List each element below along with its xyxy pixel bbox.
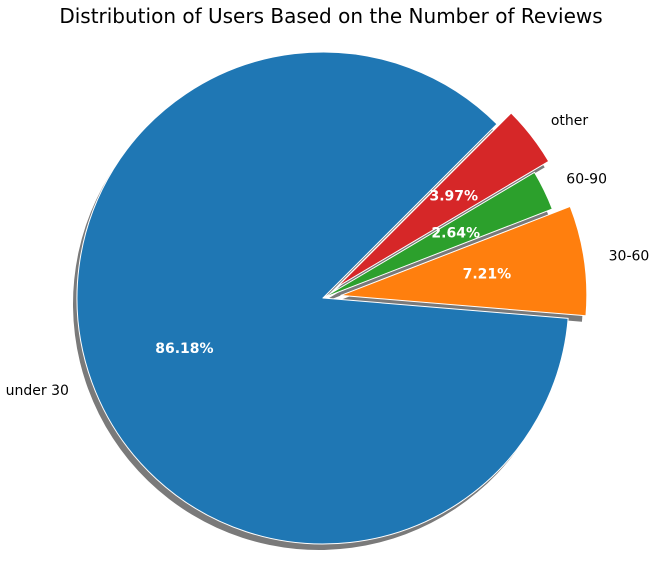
slice-percent-30-60: 7.21% [463, 266, 512, 282]
slice-percent-60-90: 2.64% [431, 225, 480, 241]
pie-labels: under 30 86.18% 30-60 7.21% 60-90 2.64% other 3… [6, 113, 650, 399]
slice-label-30-60: 30-60 [609, 249, 650, 265]
chart-title: Distribution of Users Based on the Numbe… [59, 4, 602, 28]
slice-label-other: other [551, 113, 589, 129]
slice-percent-other: 3.97% [429, 188, 478, 204]
slice-label-under-30: under 30 [6, 383, 69, 399]
slice-percent-under-30: 86.18% [155, 341, 213, 357]
pie-slice-other [336, 112, 550, 288]
pie-slice-60-90 [322, 171, 553, 299]
pie-slices [76, 51, 588, 545]
slice-label-60-90: 60-90 [566, 172, 607, 188]
pie-slice-30-60 [340, 205, 588, 317]
